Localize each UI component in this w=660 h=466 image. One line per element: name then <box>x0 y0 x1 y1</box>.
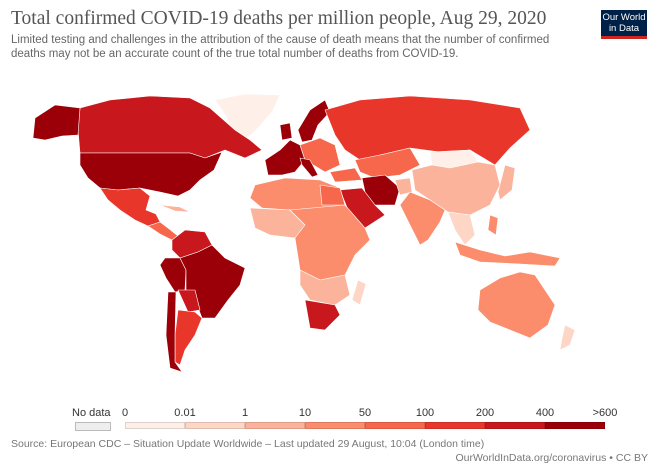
legend-no-data-swatch <box>75 422 111 431</box>
country-madagascar[interactable] <box>351 279 367 306</box>
country-uk[interactable] <box>279 122 293 141</box>
country-southern-africa[interactable] <box>299 269 351 306</box>
legend-label: 0.01 <box>174 407 196 419</box>
legend-label: 10 <box>298 407 312 419</box>
logo-line2: in Data <box>608 22 640 34</box>
legend-bin[interactable] <box>545 422 605 429</box>
legend-bin[interactable] <box>425 422 485 429</box>
legend-label: >600 <box>592 407 618 419</box>
country-bolivia[interactable] <box>177 289 201 313</box>
legend-bin[interactable] <box>485 422 545 429</box>
country-china[interactable] <box>411 161 501 216</box>
legend-label: 1 <box>241 407 249 419</box>
legend-bin[interactable] <box>245 422 305 429</box>
country-india[interactable] <box>399 191 446 246</box>
legend-label: 100 <box>415 407 435 419</box>
country-cuba[interactable] <box>159 204 191 213</box>
chart-subtitle: Limited testing and challenges in the at… <box>11 34 550 60</box>
country-usa[interactable] <box>79 151 223 197</box>
country-new-zealand[interactable] <box>559 324 576 351</box>
country-turkey[interactable] <box>329 167 363 183</box>
legend-label: 400 <box>535 407 555 419</box>
country-argentina[interactable] <box>174 309 203 366</box>
owid-logo[interactable]: Our World in Data <box>601 10 647 39</box>
country-russia[interactable] <box>324 95 531 166</box>
country-philippines[interactable] <box>487 214 499 236</box>
country-western-europe[interactable] <box>264 139 306 176</box>
country-mexico[interactable] <box>99 187 161 227</box>
country-south-africa[interactable] <box>304 299 341 331</box>
legend-label: 0 <box>121 407 129 419</box>
legend-bin[interactable] <box>185 422 245 429</box>
country-alaska[interactable] <box>32 104 81 141</box>
legend-bin[interactable] <box>365 422 425 429</box>
world-map <box>32 93 576 373</box>
source-text: Source: European CDC – Situation Update … <box>11 438 485 450</box>
legend-bin[interactable] <box>305 422 365 429</box>
country-scandinavia[interactable] <box>297 99 331 143</box>
country-central-america[interactable] <box>147 221 179 241</box>
country-kazakhstan[interactable] <box>354 147 421 179</box>
chart-title: Total confirmed COVID-19 deaths per mill… <box>11 8 547 29</box>
country-southeast-asia[interactable] <box>447 211 476 246</box>
country-australia[interactable] <box>477 271 556 339</box>
country-egypt[interactable] <box>319 184 346 206</box>
country-chile[interactable] <box>165 291 183 373</box>
source-link[interactable]: OurWorldInData.org/coronavirus • CC BY <box>455 452 648 464</box>
country-italy[interactable] <box>299 157 319 178</box>
country-afghanistan[interactable] <box>394 177 413 196</box>
country-indonesia[interactable] <box>454 241 561 267</box>
legend-label: 200 <box>475 407 495 419</box>
logo-line1: Our World <box>602 12 646 23</box>
legend-no-data-label: No data <box>72 407 111 419</box>
legend-label: 50 <box>358 407 372 419</box>
legend-bin[interactable] <box>125 422 185 429</box>
country-peru[interactable] <box>159 257 187 293</box>
country-japan[interactable] <box>497 164 516 201</box>
